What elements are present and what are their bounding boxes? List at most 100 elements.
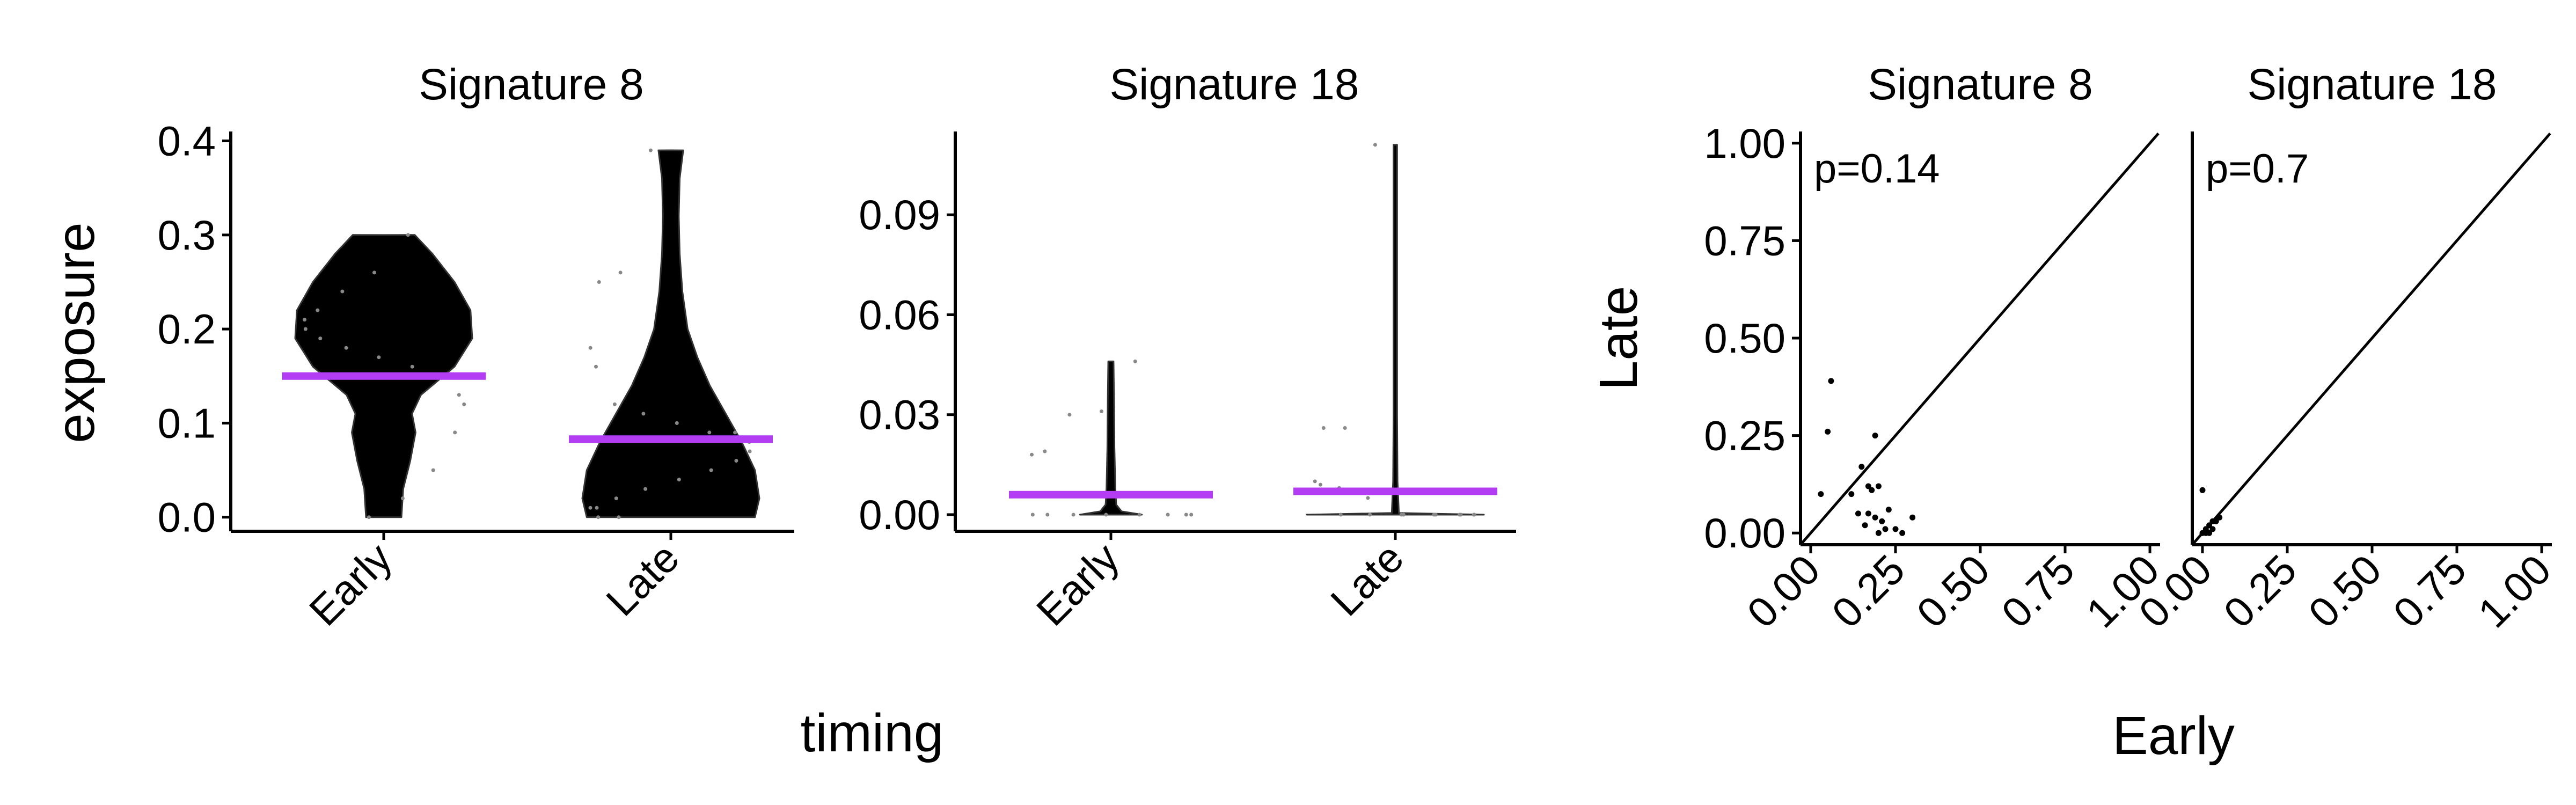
panel-title: Signature 18	[1109, 60, 1359, 109]
data-point	[377, 355, 381, 360]
panel-title: Signature 8	[1868, 60, 2092, 109]
data-point	[612, 402, 617, 406]
data-point	[1373, 143, 1377, 147]
data-point	[1137, 513, 1141, 517]
data-point	[1100, 409, 1103, 413]
x-axis-label: Early	[2112, 706, 2235, 766]
y-tick-label: 0.1	[158, 399, 216, 447]
data-point	[677, 478, 681, 482]
data-point	[1828, 378, 1834, 384]
data-point	[1166, 513, 1170, 517]
y-tick-label: 0.0	[158, 494, 216, 541]
data-point	[1043, 449, 1047, 453]
data-point	[1882, 526, 1889, 532]
data-point	[1366, 496, 1370, 500]
data-point	[1319, 482, 1322, 487]
data-point	[1865, 510, 1871, 517]
data-point	[588, 346, 592, 350]
data-point	[1472, 513, 1476, 517]
data-point	[1872, 433, 1878, 439]
data-point	[641, 412, 646, 416]
x-axis-label: timing	[801, 703, 944, 763]
identity-line	[2191, 132, 2551, 546]
y-tick-label: 0.50	[1704, 314, 1785, 362]
data-point	[1067, 413, 1072, 417]
data-point	[462, 402, 466, 406]
data-point	[1899, 530, 1906, 536]
data-point	[1071, 513, 1075, 517]
data-point	[1321, 426, 1326, 430]
y-tick-label: 0.25	[1704, 412, 1785, 459]
data-point	[1184, 513, 1188, 517]
data-point	[1862, 522, 1868, 529]
y-axis-label: Late	[1589, 286, 1649, 391]
data-point	[1459, 513, 1463, 517]
y-tick-label: 0.00	[859, 491, 940, 538]
data-point	[733, 430, 737, 435]
data-point	[1858, 464, 1865, 470]
data-point	[367, 515, 371, 519]
y-tick-label: 0.03	[859, 391, 940, 438]
data-point	[1825, 428, 1831, 435]
y-tick-label: 0.3	[158, 211, 216, 259]
data-point	[1875, 530, 1882, 536]
violin-marks	[282, 148, 773, 519]
violin-marks	[1009, 143, 1497, 517]
data-point	[1892, 526, 1899, 532]
y-tick-label: 0.2	[158, 305, 216, 353]
data-point	[1433, 513, 1438, 517]
data-point	[1338, 513, 1343, 517]
p-value-annotation: p=0.14	[1814, 146, 1940, 192]
data-point	[453, 430, 457, 435]
data-point	[1030, 513, 1035, 517]
y-tick-label: 1.00	[1704, 120, 1785, 167]
y-tick-label: 0.06	[859, 291, 940, 338]
data-point	[648, 148, 653, 152]
y-tick-label: 0.00	[1704, 509, 1785, 557]
data-point	[431, 468, 435, 472]
data-point	[1343, 426, 1347, 430]
data-point	[1885, 507, 1892, 513]
panel-title: Signature 8	[419, 60, 643, 109]
y-tick-label: 0.75	[1704, 217, 1785, 264]
data-point	[372, 270, 376, 275]
data-point	[1401, 513, 1406, 517]
data-point	[594, 364, 598, 369]
y-tick-label: 0.09	[859, 191, 940, 238]
data-point	[675, 421, 679, 425]
data-point	[1313, 479, 1317, 484]
data-point	[1045, 513, 1050, 517]
data-point	[2199, 487, 2206, 493]
data-point	[1818, 491, 1824, 497]
data-point	[1879, 518, 1885, 524]
data-point	[1865, 483, 1871, 489]
data-point	[734, 459, 738, 463]
data-point	[1869, 487, 1875, 493]
data-point	[595, 506, 599, 510]
violin-early	[1079, 360, 1143, 516]
data-point	[2202, 530, 2209, 536]
data-point	[748, 449, 752, 453]
data-point	[2209, 526, 2216, 532]
identity-line	[1799, 132, 2160, 546]
data-point	[643, 487, 648, 491]
scatter-marks	[1799, 132, 2160, 546]
data-point	[340, 289, 345, 294]
data-point	[1875, 483, 1882, 489]
data-point	[344, 346, 348, 350]
data-point	[1872, 514, 1878, 521]
p-value-annotation: p=0.7	[2206, 146, 2309, 192]
y-ticks: 0.00 0.25 0.50 0.75 1.00	[1704, 120, 1801, 557]
data-point	[618, 270, 623, 275]
y-ticks: 0.0 0.1 0.2 0.3 0.4	[158, 118, 231, 541]
data-point	[709, 468, 713, 472]
data-point	[316, 308, 320, 312]
y-tick-label: 0.4	[158, 118, 216, 165]
data-point	[303, 318, 306, 322]
data-point	[597, 280, 601, 284]
data-point	[617, 515, 621, 519]
data-point	[400, 496, 405, 501]
data-point	[1104, 513, 1108, 517]
